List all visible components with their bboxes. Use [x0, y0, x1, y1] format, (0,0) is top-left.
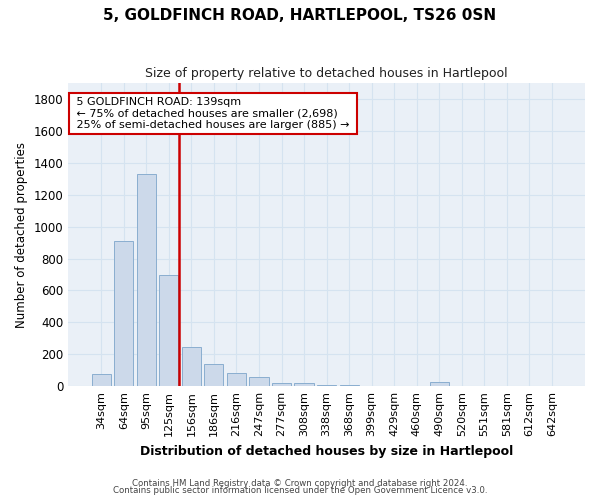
Bar [114, 241, 133, 386]
Bar [295, 383, 314, 386]
Bar [272, 382, 291, 386]
Bar [205, 364, 223, 386]
Bar [159, 274, 178, 386]
Text: 5 GOLDFINCH ROAD: 139sqm
 ← 75% of detached houses are smaller (2,698)
 25% of s: 5 GOLDFINCH ROAD: 139sqm ← 75% of detach… [73, 96, 353, 130]
Bar [92, 374, 111, 386]
Bar [137, 174, 156, 386]
Title: Size of property relative to detached houses in Hartlepool: Size of property relative to detached ho… [145, 68, 508, 80]
Y-axis label: Number of detached properties: Number of detached properties [15, 142, 28, 328]
Bar [317, 384, 336, 386]
Text: 5, GOLDFINCH ROAD, HARTLEPOOL, TS26 0SN: 5, GOLDFINCH ROAD, HARTLEPOOL, TS26 0SN [103, 8, 497, 22]
Text: Contains HM Land Registry data © Crown copyright and database right 2024.: Contains HM Land Registry data © Crown c… [132, 478, 468, 488]
X-axis label: Distribution of detached houses by size in Hartlepool: Distribution of detached houses by size … [140, 444, 513, 458]
Bar [182, 347, 201, 386]
Bar [430, 382, 449, 386]
Bar [250, 378, 269, 386]
Bar [227, 374, 246, 386]
Text: Contains public sector information licensed under the Open Government Licence v3: Contains public sector information licen… [113, 486, 487, 495]
